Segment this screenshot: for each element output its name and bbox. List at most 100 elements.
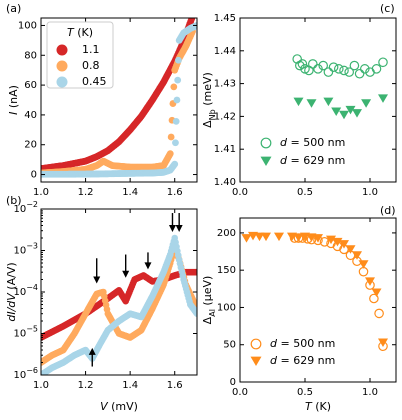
x-axis-label: V (mV)	[100, 400, 138, 413]
data-point	[307, 59, 318, 69]
series-0.45	[41, 234, 197, 375]
y-tick-label: 10−5	[13, 325, 38, 340]
y-tick-label: 1.42	[214, 111, 236, 122]
data-point	[171, 160, 179, 168]
data-point	[326, 235, 336, 245]
y-tick-label: 1.44	[214, 46, 236, 57]
data-point	[297, 233, 308, 243]
x-tick-label: 1.6	[167, 187, 183, 198]
data-point	[365, 277, 375, 286]
x-tick-label: 0.5	[297, 387, 313, 398]
data-point	[170, 83, 178, 91]
x-axis-label: T (K)	[305, 400, 331, 413]
data-point	[361, 99, 372, 108]
legend: T (K) 1.1 0.8 0.45	[46, 21, 114, 89]
x-tick-label: 1.4	[122, 380, 138, 391]
data-point	[313, 234, 323, 243]
y-tick-label: 10−3	[13, 242, 38, 257]
panel-label: (b)	[6, 194, 22, 207]
data-point	[294, 60, 305, 71]
y-tick-label: 1.45	[214, 13, 236, 24]
x-tick-label: 1.2	[78, 187, 94, 198]
y-tick-label: 1.41	[214, 144, 236, 155]
data-point	[332, 241, 343, 252]
panel-label: (d)	[380, 204, 396, 217]
annotations	[88, 213, 183, 367]
panel-d: 0.0 0.5 1.0 0 50 100 150 200 (d) ΔAl (μeV) T (K) d …	[201, 204, 397, 413]
data-point	[313, 235, 323, 246]
data-point	[339, 244, 349, 255]
data-point	[323, 97, 334, 107]
legend-label: d = 500 nm	[280, 136, 345, 149]
y-tick-label: 40	[24, 110, 37, 121]
y-axis-label: ΔNb (meV)	[201, 72, 217, 128]
legend-marker	[56, 76, 68, 88]
data-point	[318, 60, 328, 71]
data-point	[365, 280, 375, 290]
y-tick-label: 150	[217, 265, 236, 276]
data-point	[293, 97, 304, 107]
data-point	[371, 288, 382, 298]
data-point	[345, 105, 356, 115]
series-d500	[289, 233, 388, 352]
data-point	[293, 233, 304, 243]
data-point	[339, 65, 349, 76]
arrow-head	[122, 270, 130, 278]
y-tick-label: 10−4	[13, 283, 38, 298]
data-point	[344, 67, 354, 77]
legend-title: T (K)	[67, 26, 93, 39]
x-tick-label: 0.0	[232, 187, 248, 198]
data-point	[323, 67, 334, 77]
arrow-head	[175, 224, 183, 232]
legend: d = 500 nm d = 629 nm	[260, 136, 345, 167]
data-point	[371, 64, 382, 74]
panel-label: (c)	[380, 2, 395, 15]
x-tick-label: 1.0	[33, 187, 49, 198]
legend-box	[46, 21, 114, 89]
data-point	[193, 310, 197, 317]
plot-frame	[239, 217, 397, 383]
legend: d = 500 nm d = 629 nm	[250, 337, 335, 367]
legend-marker	[260, 156, 272, 166]
arrow-head	[93, 276, 101, 284]
y-tick-label: 100	[217, 302, 236, 313]
data-point	[241, 234, 252, 243]
panel-a: 1.0 1.2 1.4 1.6 0 20 40 60 80 100 (a) I (nA) T (K) 1.…	[6, 2, 198, 198]
data-point	[352, 256, 362, 267]
legend-marker	[56, 44, 68, 56]
data-point	[326, 238, 336, 249]
data-point	[331, 107, 342, 116]
data-point	[374, 308, 384, 319]
data-point	[172, 117, 180, 125]
plot-frame	[40, 17, 198, 183]
legend-label: d = 629 nm	[280, 154, 345, 167]
data-point	[378, 341, 388, 352]
data-point	[359, 64, 370, 74]
series-d629	[241, 231, 388, 347]
y-tick-label: 80	[24, 50, 37, 61]
legend-marker	[250, 338, 262, 350]
data-point	[339, 110, 349, 120]
arrow-head	[144, 262, 152, 270]
legend-label: 0.45	[82, 75, 107, 88]
data-point	[313, 64, 323, 74]
panel-label: (a)	[6, 2, 21, 15]
y-tick-label: 1.40	[214, 177, 236, 188]
data-point	[358, 266, 369, 277]
y-axis-label: ΔAl (μeV)	[201, 276, 217, 325]
data-point	[193, 268, 197, 276]
legend-marker	[260, 137, 272, 149]
y-axis-label: I (nA)	[7, 85, 20, 115]
x-tick-label: 1.4	[122, 187, 138, 198]
data-point	[378, 57, 388, 68]
data-point	[345, 250, 356, 261]
data-point	[339, 240, 349, 249]
y-tick-label: 10−2	[13, 200, 38, 215]
series-0.8	[41, 243, 197, 366]
x-tick-label: 1.6	[167, 380, 183, 391]
x-tick-label: 1.2	[78, 380, 94, 391]
arrow-head	[168, 224, 176, 232]
data-point	[189, 18, 196, 20]
series-0.45	[41, 22, 197, 178]
